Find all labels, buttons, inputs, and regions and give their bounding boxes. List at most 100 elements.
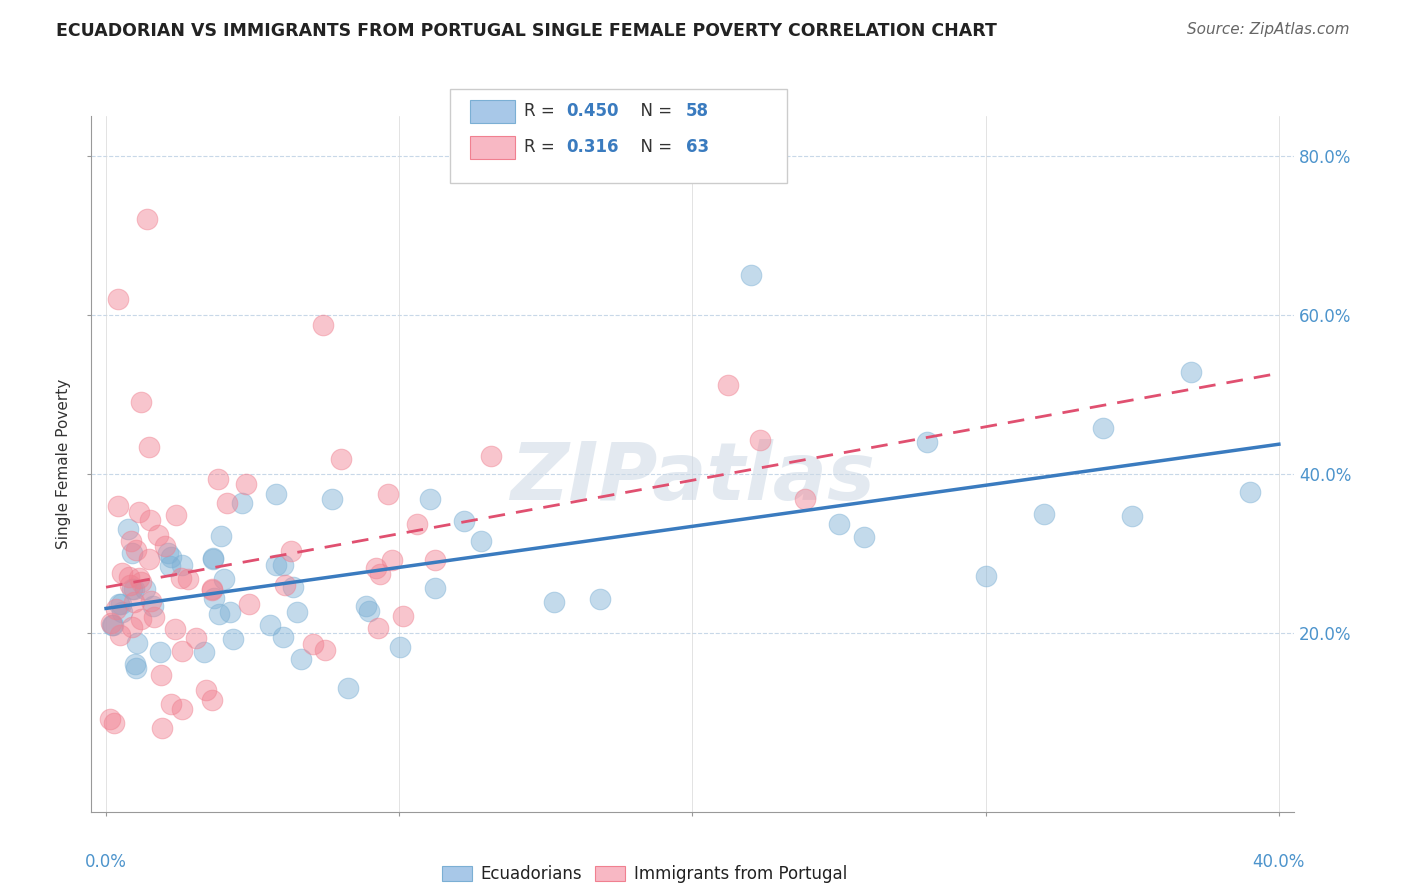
Point: [186, 631, 208, 645]
Point: [120, 534, 142, 549]
Point: [366, 560, 388, 574]
Point: [423, 553, 446, 567]
Point: [118, 570, 141, 584]
Point: [146, 528, 169, 542]
Text: ZIPatlas: ZIPatlas: [510, 439, 875, 516]
Point: [1239, 485, 1261, 500]
Point: [124, 657, 146, 672]
Point: [406, 517, 429, 532]
Point: [321, 492, 343, 507]
Point: [280, 544, 302, 558]
Text: R =: R =: [524, 138, 565, 156]
Point: [290, 652, 312, 666]
Point: [125, 661, 148, 675]
Text: N =: N =: [630, 103, 678, 120]
Point: [139, 513, 162, 527]
Point: [201, 551, 224, 566]
Point: [134, 582, 156, 597]
Point: [105, 601, 128, 615]
Point: [354, 599, 377, 614]
Point: [312, 318, 335, 332]
Point: [103, 715, 125, 730]
Text: ECUADORIAN VS IMMIGRANTS FROM PORTUGAL SINGLE FEMALE POVERTY CORRELATION CHART: ECUADORIAN VS IMMIGRANTS FROM PORTUGAL S…: [56, 22, 997, 40]
Point: [100, 615, 122, 630]
Point: [125, 543, 148, 558]
Point: [330, 452, 353, 467]
Text: 40.0%: 40.0%: [1253, 854, 1305, 871]
Point: [209, 528, 232, 542]
Point: [177, 572, 200, 586]
Point: [193, 645, 215, 659]
Point: [336, 681, 359, 695]
Point: [853, 530, 876, 544]
Point: [748, 433, 770, 447]
Point: [121, 620, 143, 634]
Point: [122, 582, 145, 597]
Text: 58: 58: [686, 103, 709, 120]
Point: [111, 566, 134, 580]
Point: [543, 595, 565, 609]
Point: [264, 487, 287, 501]
Point: [453, 514, 475, 528]
Point: [142, 599, 165, 614]
Point: [1091, 421, 1114, 435]
Point: [159, 697, 181, 711]
Point: [201, 551, 224, 566]
Point: [172, 644, 194, 658]
Point: [235, 477, 257, 491]
Point: [103, 618, 125, 632]
Point: [392, 608, 415, 623]
Point: [165, 508, 187, 523]
Point: [124, 595, 146, 609]
Point: [470, 533, 492, 548]
Point: [207, 472, 229, 486]
Point: [110, 597, 132, 611]
Point: [121, 546, 143, 560]
Point: [238, 597, 260, 611]
Text: 0.0%: 0.0%: [86, 854, 127, 871]
Point: [129, 395, 152, 409]
Y-axis label: Single Female Poverty: Single Female Poverty: [56, 379, 72, 549]
Point: [111, 605, 134, 619]
Text: 0.316: 0.316: [567, 138, 619, 156]
Point: [208, 607, 231, 622]
Point: [108, 628, 131, 642]
Point: [150, 668, 173, 682]
Point: [1180, 365, 1202, 379]
Point: [214, 572, 236, 586]
Point: [1121, 509, 1143, 524]
Point: [271, 630, 294, 644]
Point: [287, 605, 309, 619]
Point: [165, 622, 187, 636]
Point: [101, 618, 124, 632]
Point: [136, 212, 159, 227]
Text: N =: N =: [630, 138, 678, 156]
Point: [129, 612, 152, 626]
Point: [302, 637, 325, 651]
Point: [222, 632, 245, 647]
Point: [588, 591, 610, 606]
Point: [388, 640, 411, 654]
Point: [264, 558, 287, 572]
Point: [149, 645, 172, 659]
Text: Source: ZipAtlas.com: Source: ZipAtlas.com: [1187, 22, 1350, 37]
Point: [359, 604, 381, 618]
Point: [98, 712, 121, 726]
Point: [169, 571, 191, 585]
Point: [915, 435, 938, 450]
Point: [138, 551, 160, 566]
Point: [793, 492, 815, 507]
Point: [153, 539, 176, 553]
Point: [828, 517, 851, 532]
Point: [231, 496, 253, 510]
Point: [479, 449, 502, 463]
Point: [368, 566, 391, 581]
Text: 0.450: 0.450: [567, 103, 619, 120]
Point: [423, 581, 446, 595]
Point: [740, 268, 762, 282]
Point: [367, 621, 389, 635]
Point: [274, 578, 297, 592]
Point: [377, 487, 399, 501]
Point: [172, 702, 194, 716]
Point: [108, 598, 131, 612]
